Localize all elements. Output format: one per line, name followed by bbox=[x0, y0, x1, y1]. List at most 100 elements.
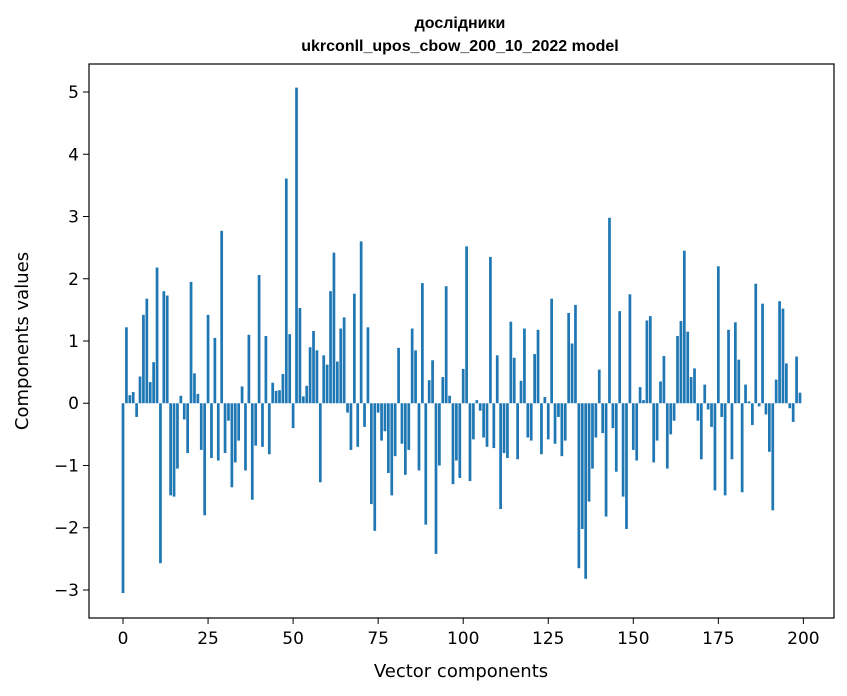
bar bbox=[189, 281, 193, 404]
bar bbox=[159, 403, 162, 564]
bar bbox=[635, 403, 639, 461]
bar bbox=[318, 403, 322, 483]
bar bbox=[516, 403, 519, 460]
bar bbox=[172, 403, 176, 497]
bar bbox=[523, 328, 526, 404]
y-tick-label: 4 bbox=[68, 145, 79, 165]
bar bbox=[713, 403, 717, 491]
bar bbox=[264, 336, 268, 404]
bar bbox=[162, 291, 166, 404]
bar bbox=[441, 377, 445, 404]
bar bbox=[798, 392, 802, 404]
bar bbox=[662, 355, 666, 404]
bar bbox=[284, 178, 288, 404]
bar bbox=[478, 403, 482, 411]
bar bbox=[366, 327, 370, 404]
bar bbox=[274, 390, 278, 404]
bar bbox=[560, 403, 564, 457]
bar bbox=[322, 355, 326, 404]
bar bbox=[421, 283, 424, 404]
bar bbox=[751, 403, 754, 426]
bar bbox=[693, 368, 696, 404]
bar bbox=[332, 252, 336, 404]
bar bbox=[604, 403, 608, 517]
bar bbox=[397, 347, 400, 404]
bar bbox=[383, 403, 387, 432]
bar bbox=[363, 403, 366, 427]
bar bbox=[434, 403, 438, 554]
bar bbox=[305, 385, 309, 404]
bar bbox=[540, 403, 543, 455]
bar bbox=[512, 357, 516, 404]
bar bbox=[298, 308, 302, 404]
bar bbox=[754, 283, 758, 404]
bar bbox=[369, 403, 373, 505]
bar bbox=[557, 403, 560, 417]
bar bbox=[186, 403, 190, 454]
bar bbox=[257, 275, 261, 404]
y-tick-label: −2 bbox=[54, 519, 79, 539]
bar bbox=[587, 403, 591, 502]
bar bbox=[230, 403, 234, 488]
bar bbox=[400, 403, 404, 444]
bar bbox=[543, 397, 547, 404]
bar bbox=[431, 360, 434, 404]
bar bbox=[785, 363, 788, 404]
bar bbox=[312, 331, 315, 404]
bar bbox=[584, 403, 588, 579]
bar bbox=[179, 395, 183, 404]
bar bbox=[509, 321, 513, 404]
y-tick-label: 5 bbox=[68, 83, 79, 103]
bar bbox=[716, 266, 720, 404]
bar bbox=[781, 308, 785, 404]
bar bbox=[240, 386, 244, 404]
bar bbox=[618, 311, 622, 404]
bar bbox=[199, 403, 203, 450]
bar bbox=[444, 286, 448, 404]
bar bbox=[482, 403, 485, 438]
bar bbox=[254, 403, 258, 446]
bar bbox=[352, 293, 356, 404]
bar bbox=[699, 403, 703, 460]
bar bbox=[308, 347, 312, 404]
bar bbox=[281, 373, 285, 404]
bar bbox=[696, 403, 700, 421]
bar bbox=[295, 87, 298, 404]
bar bbox=[335, 361, 339, 404]
bar bbox=[577, 403, 581, 569]
bar bbox=[414, 350, 417, 404]
bar bbox=[227, 403, 230, 421]
bar bbox=[533, 354, 536, 404]
bar bbox=[438, 403, 441, 466]
bar bbox=[145, 298, 149, 404]
bar bbox=[278, 390, 281, 404]
bar bbox=[764, 403, 768, 415]
bar bbox=[570, 343, 574, 404]
bar bbox=[676, 336, 679, 404]
bar bbox=[424, 403, 428, 525]
bar bbox=[669, 403, 673, 435]
bar bbox=[135, 403, 138, 417]
bar bbox=[475, 400, 479, 404]
bar bbox=[567, 312, 571, 404]
chart-title-line1: дослідники bbox=[415, 15, 506, 32]
bar bbox=[611, 403, 615, 429]
bar bbox=[631, 403, 635, 450]
bar bbox=[152, 362, 155, 404]
plot-frame bbox=[88, 63, 835, 619]
bar bbox=[580, 403, 584, 529]
y-axis-ticks: −3 −2 −1 0 1 2 3 4 5 bbox=[54, 83, 89, 601]
bar bbox=[346, 403, 349, 413]
x-tick-label: 0 bbox=[118, 629, 129, 649]
bar bbox=[390, 403, 394, 496]
bar bbox=[771, 403, 775, 511]
bar bbox=[465, 246, 468, 404]
bar bbox=[417, 403, 421, 471]
x-tick-label: 75 bbox=[367, 629, 389, 649]
bar bbox=[220, 230, 224, 404]
bar bbox=[546, 403, 550, 440]
bar bbox=[261, 403, 264, 447]
bar bbox=[686, 331, 690, 404]
bars-group bbox=[121, 87, 802, 594]
bar bbox=[169, 403, 172, 496]
